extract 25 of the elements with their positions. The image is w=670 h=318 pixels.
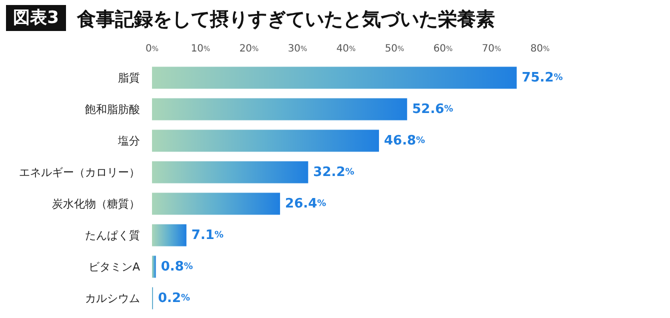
bar — [152, 98, 408, 120]
y-tick-label: ビタミンA — [88, 260, 140, 274]
bar — [152, 161, 308, 184]
bar — [152, 66, 517, 89]
chart-title: 食事記録をして摂りすぎていたと気づいた栄養素 — [76, 8, 495, 30]
data-label: 75.2% — [522, 70, 563, 86]
bar — [152, 256, 156, 278]
data-label: 52.6% — [412, 102, 454, 117]
y-tick-label: 塩分 — [117, 134, 140, 148]
data-label: 7.1% — [191, 228, 224, 243]
y-tick-label: 炭水化物（糖質） — [52, 197, 140, 210]
data-label: 0.2% — [158, 290, 190, 306]
y-tick-label: カルシウム — [85, 292, 140, 305]
data-label: 26.4% — [285, 196, 326, 212]
y-tick-label: エネルギー（カロリー） — [19, 166, 140, 179]
bar — [152, 130, 379, 152]
y-tick-label: 脂質 — [118, 71, 140, 84]
data-label: 0.8% — [160, 259, 193, 274]
y-tick-label: たんぱく質 — [85, 228, 140, 242]
text: 図表3 — [13, 8, 59, 28]
data-label: 46.8% — [384, 133, 426, 148]
data-label: 32.2% — [313, 164, 354, 180]
bar — [152, 192, 280, 215]
bar — [152, 224, 186, 246]
y-tick-label: 飽和脂肪酸 — [85, 102, 140, 116]
